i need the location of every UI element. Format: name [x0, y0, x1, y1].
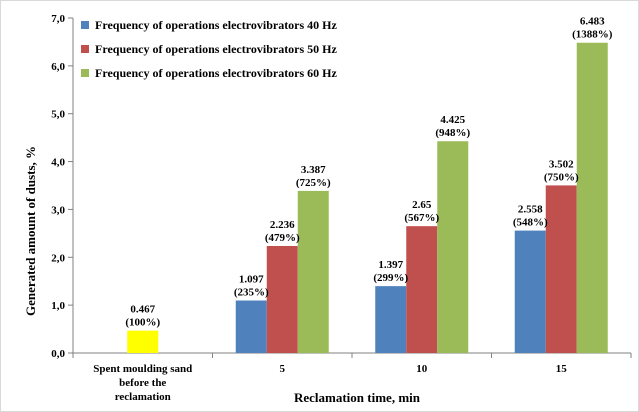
bar-series-1-cat-3-percent-label: (548%): [513, 217, 548, 229]
x-tick-label: 15: [556, 363, 568, 375]
bar-series-2-cat-3-value-label: 3.502: [549, 158, 574, 170]
bar-series-1-cat-1: [235, 300, 267, 353]
bar-series-2-cat-3-percent-label: (750%): [544, 171, 579, 183]
legend-label-2: Frequency of operations electrovibrators…: [95, 42, 338, 56]
bars-layer: [127, 42, 608, 354]
x-tick-label: 10: [416, 363, 428, 375]
legend-swatch-1: [81, 21, 89, 29]
bar-series-2-cat-3: [545, 185, 577, 353]
bar-series-2-cat-1-value-label: 2.236: [270, 219, 295, 231]
y-tick-label: 3,0: [51, 204, 65, 216]
bar-series-2-cat-1-percent-label: (479%): [265, 232, 300, 244]
bar-series-1-cat-2-percent-label: (299%): [373, 272, 408, 284]
data-labels-layer: 0.467(100%)1.097(235%)1.397(299%)2.558(5…: [125, 16, 612, 329]
bar-series-3-cat-3-percent-label: (1388%): [572, 29, 613, 41]
bar-series-2-cat-1: [266, 245, 298, 353]
baseline-percent-label: (100%): [125, 317, 160, 329]
bar-series-1-cat-3: [514, 230, 546, 353]
legend-label-1: Frequency of operations electrovibrators…: [95, 18, 338, 32]
legend-label-3: Frequency of operations electrovibrators…: [95, 66, 338, 80]
x-tick-label: Spent moulding sand before the reclamation: [93, 363, 192, 403]
bar-series-2-cat-2-value-label: 2.65: [412, 199, 432, 211]
y-axis-title: Generated amount of dusts, %: [23, 146, 38, 316]
bar-series-1-cat-3-value-label: 2.558: [518, 204, 543, 216]
y-tick-label: 0,0: [51, 348, 65, 360]
bar-series-3-cat-3-value-label: 6.483: [580, 16, 605, 28]
bar-series-3-cat-2-value-label: 4.425: [440, 114, 465, 126]
x-axis-title: Reclamation time, min: [294, 390, 421, 405]
bar-series-3-cat-2-percent-label: (948%): [435, 127, 470, 139]
bar-series-2-cat-2: [406, 226, 438, 353]
bar-series-1-cat-2-value-label: 1.397: [378, 259, 403, 271]
bar-series-1-cat-1-value-label: 1.097: [239, 274, 264, 286]
x-tick-label: 5: [280, 363, 286, 375]
baseline-value-label: 0.467: [130, 304, 155, 316]
bar-series-1-cat-1-percent-label: (235%): [234, 287, 269, 299]
bar-series-3-cat-1-value-label: 3.387: [301, 164, 326, 176]
y-tick-label: 5,0: [51, 109, 65, 121]
axes-layer: 0,0 1,0 2,0 3,0 4,0 5,0 6,0 7,0 Spent moulding s…: [51, 13, 632, 403]
y-tick-label: 4,0: [51, 157, 65, 169]
bar-series-3-cat-2: [437, 141, 469, 353]
y-tick-label: 6,0: [51, 61, 65, 73]
legend: Frequency of operations electrovibrators…: [81, 18, 338, 80]
bar-baseline: [127, 330, 159, 353]
y-tick-label: 7,0: [51, 13, 65, 25]
y-tick-label: 2,0: [51, 252, 65, 264]
bar-series-3-cat-1-percent-label: (725%): [296, 177, 331, 189]
legend-swatch-3: [81, 69, 89, 77]
bar-series-1-cat-2: [375, 286, 407, 353]
legend-swatch-2: [81, 45, 89, 53]
y-tick-label: 1,0: [51, 300, 65, 312]
bar-series-3-cat-3: [576, 42, 608, 354]
bar-series-2-cat-2-percent-label: (567%): [404, 212, 439, 224]
bar-series-3-cat-1: [297, 190, 329, 353]
